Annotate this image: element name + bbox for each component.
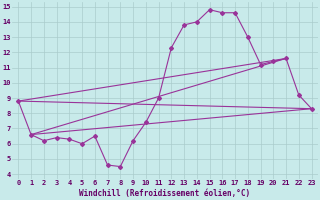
X-axis label: Windchill (Refroidissement éolien,°C): Windchill (Refroidissement éolien,°C) bbox=[79, 189, 251, 198]
